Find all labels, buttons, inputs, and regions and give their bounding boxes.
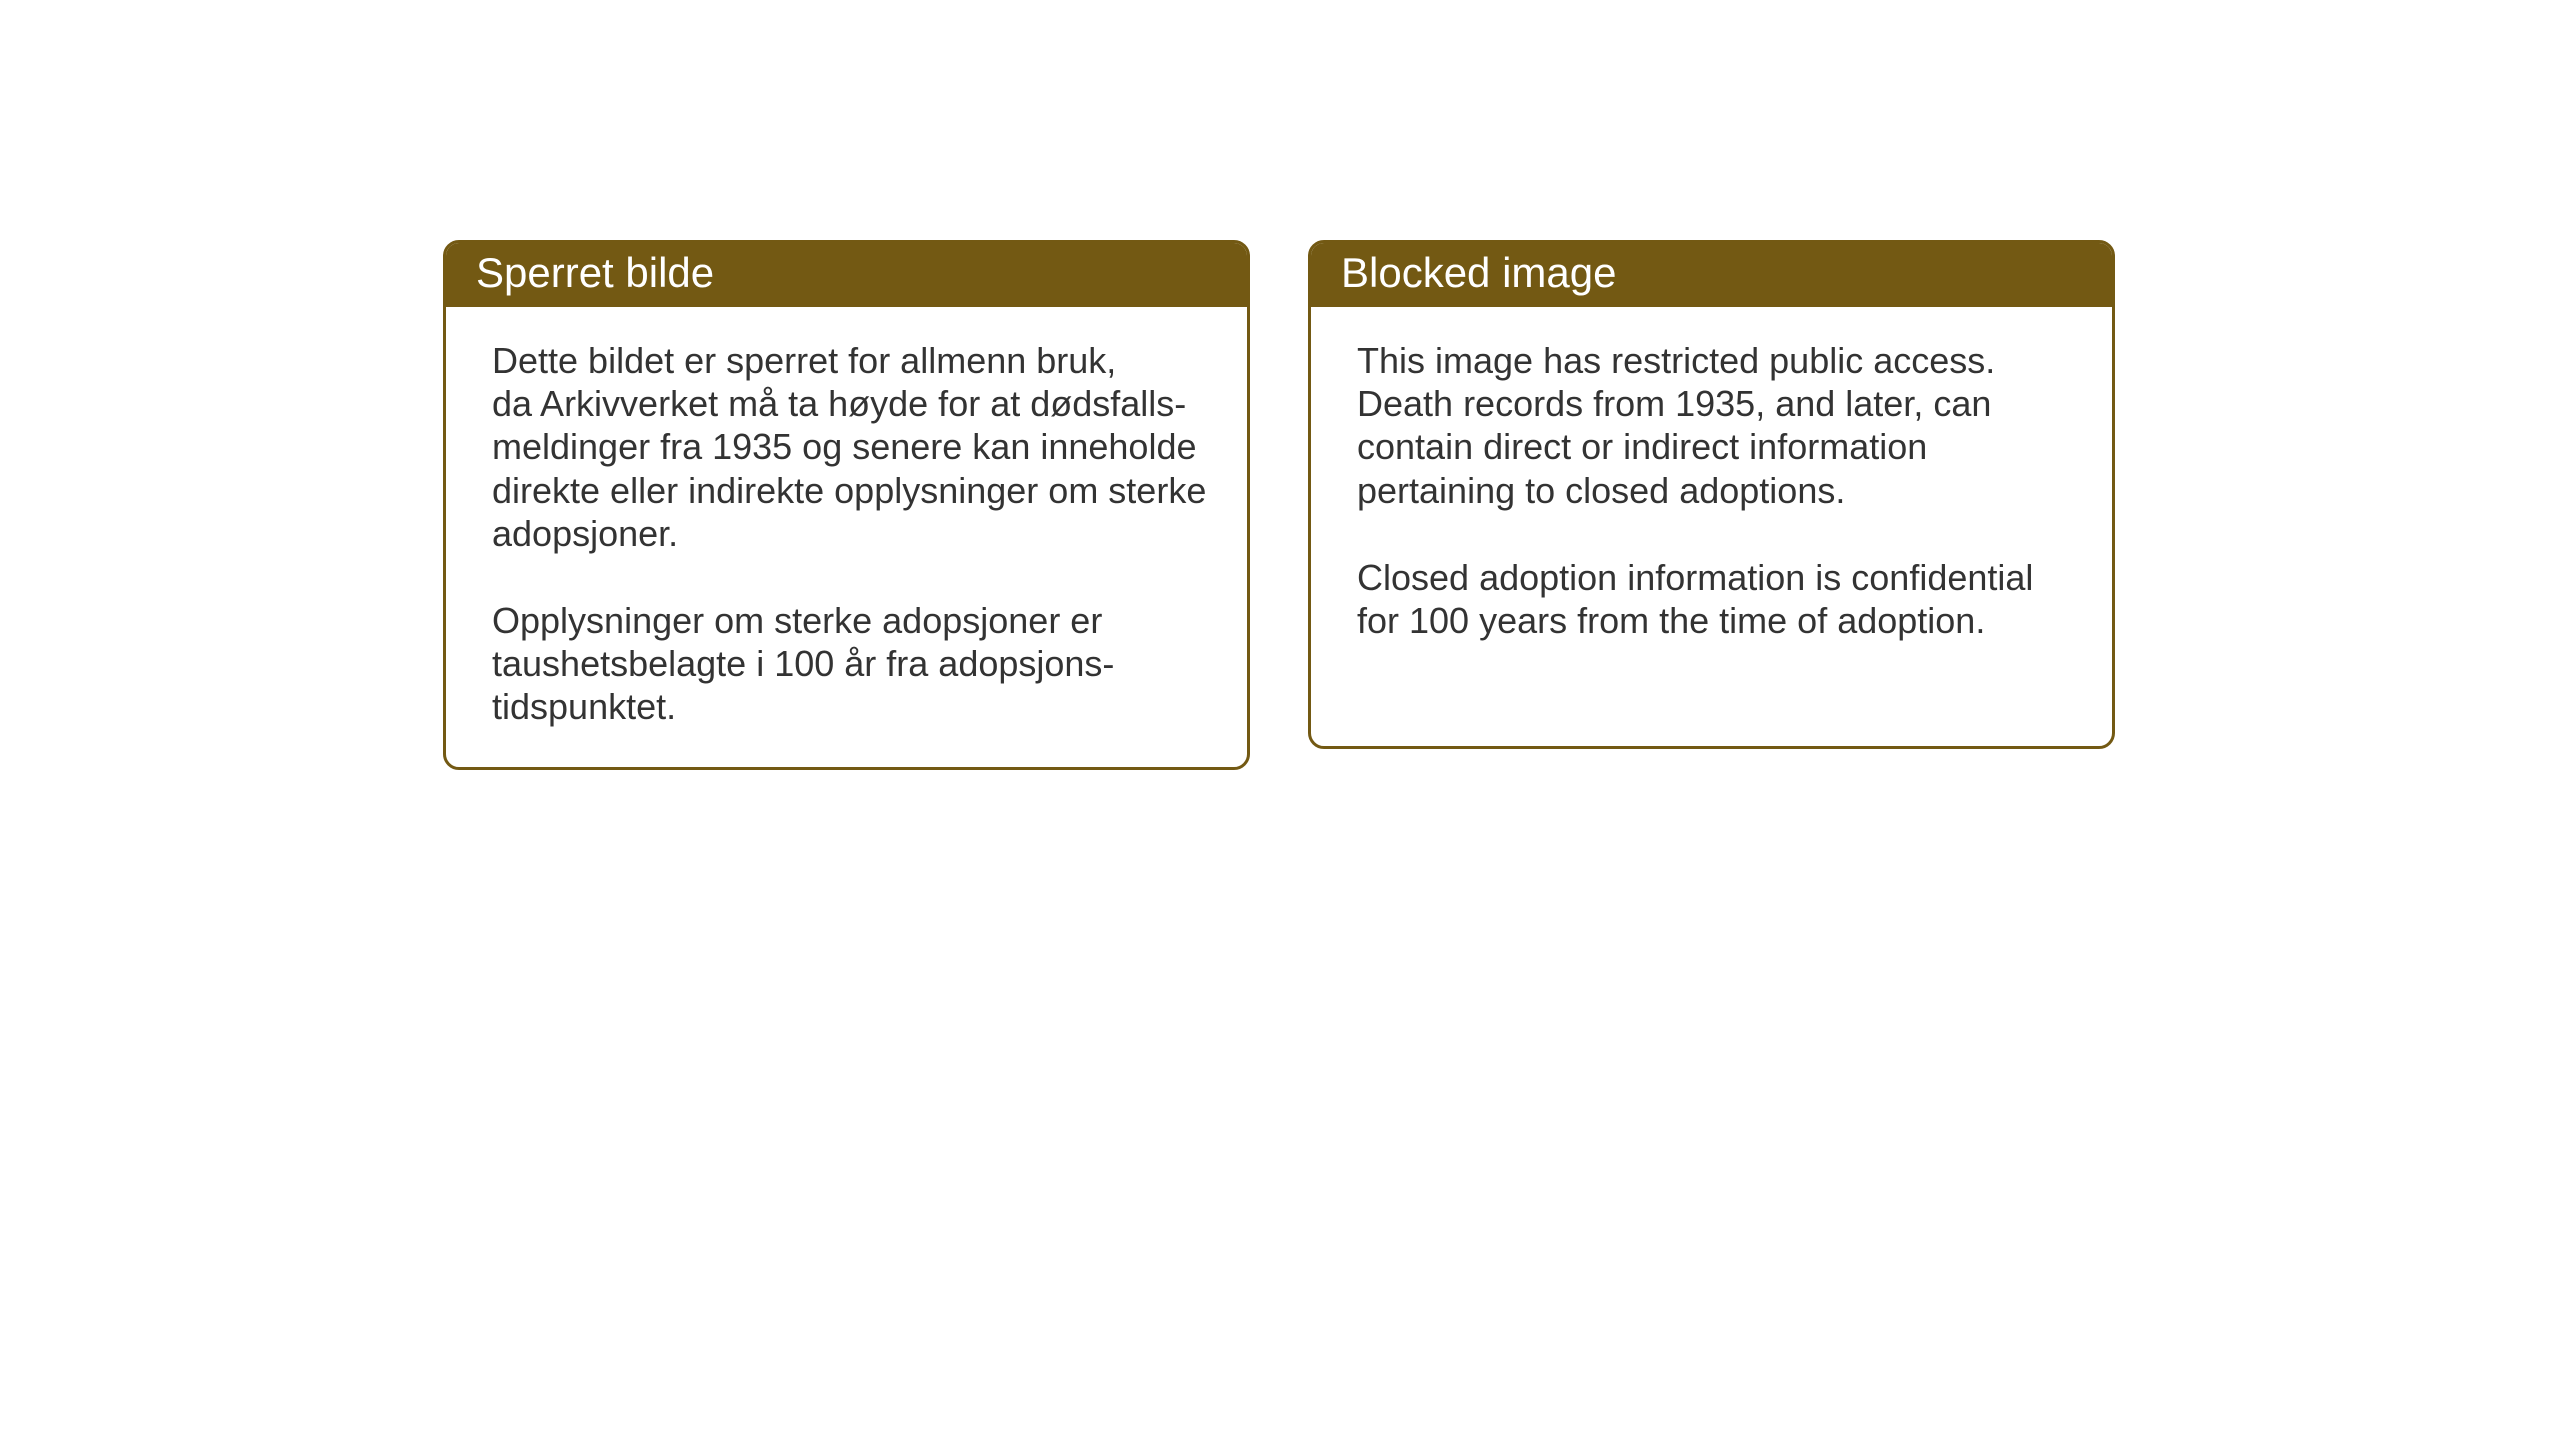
- card-body-norwegian: Dette bildet er sperret for allmenn bruk…: [446, 307, 1247, 767]
- text-line: tidspunktet.: [492, 686, 676, 727]
- text-line: Closed adoption information is confident…: [1357, 557, 2033, 598]
- text-line: pertaining to closed adoptions.: [1357, 470, 1845, 511]
- text-line: for 100 years from the time of adoption.: [1357, 600, 1985, 641]
- text-line: Opplysninger om sterke adopsjoner er: [492, 600, 1102, 641]
- text-line: adopsjoner.: [492, 513, 678, 554]
- card-header-norwegian: Sperret bilde: [446, 243, 1247, 307]
- paragraph-2-norwegian: Opplysninger om sterke adopsjoner er tau…: [492, 599, 1217, 729]
- text-line: taushetsbelagte i 100 år fra adopsjons-: [492, 643, 1114, 684]
- paragraph-1-norwegian: Dette bildet er sperret for allmenn bruk…: [492, 339, 1217, 555]
- card-body-english: This image has restricted public access.…: [1311, 307, 2112, 680]
- text-line: meldinger fra 1935 og senere kan innehol…: [492, 426, 1197, 467]
- notice-card-english: Blocked image This image has restricted …: [1308, 240, 2115, 749]
- paragraph-2-english: Closed adoption information is confident…: [1357, 556, 2082, 642]
- card-header-english: Blocked image: [1311, 243, 2112, 307]
- notice-container: Sperret bilde Dette bildet er sperret fo…: [443, 240, 2115, 770]
- text-line: da Arkivverket må ta høyde for at dødsfa…: [492, 383, 1186, 424]
- text-line: Death records from 1935, and later, can: [1357, 383, 1991, 424]
- text-line: Dette bildet er sperret for allmenn bruk…: [492, 340, 1116, 381]
- paragraph-1-english: This image has restricted public access.…: [1357, 339, 2082, 512]
- text-line: contain direct or indirect information: [1357, 426, 1927, 467]
- notice-card-norwegian: Sperret bilde Dette bildet er sperret fo…: [443, 240, 1250, 770]
- text-line: direkte eller indirekte opplysninger om …: [492, 470, 1206, 511]
- text-line: This image has restricted public access.: [1357, 340, 1995, 381]
